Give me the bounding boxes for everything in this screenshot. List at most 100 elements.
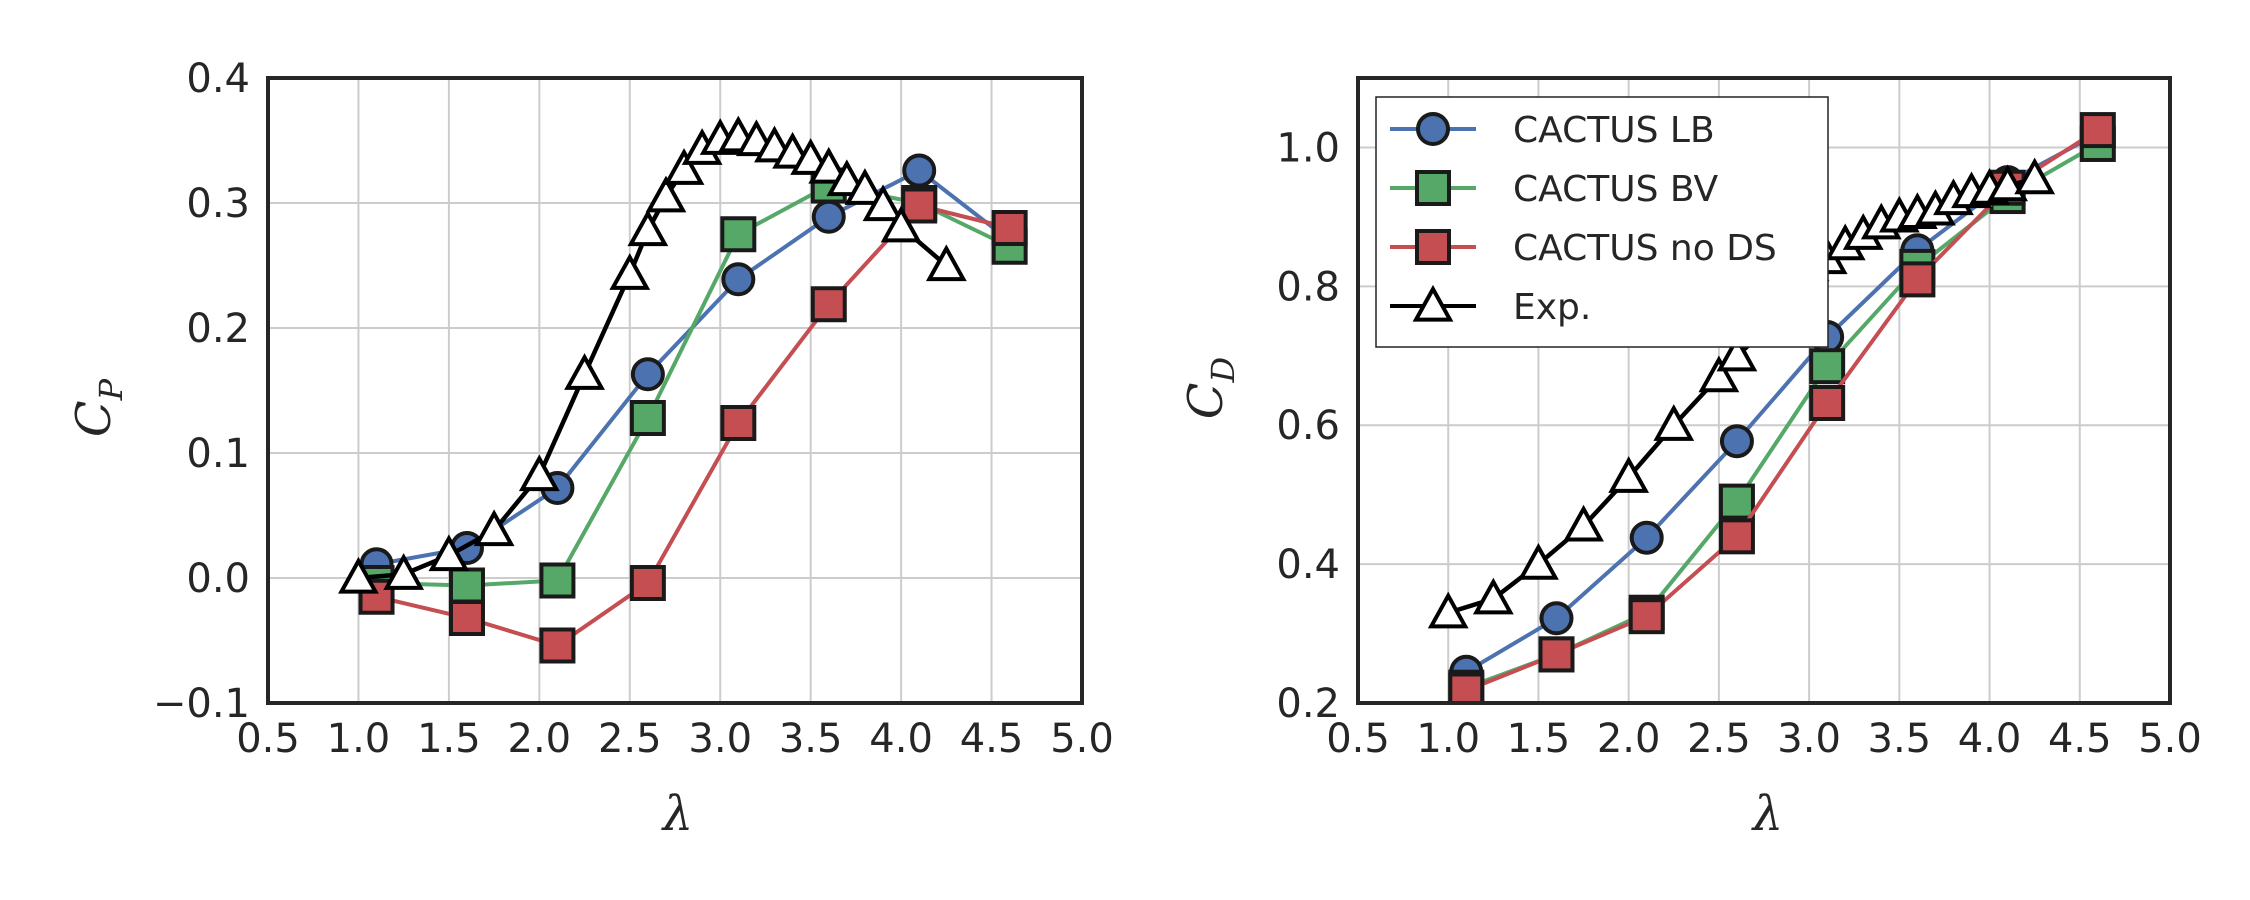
cd-x-tick-label: 1.5 [1507, 716, 1571, 762]
cd-data-point [1518, 542, 1559, 580]
cp-y-tick-label: 0.0 [186, 556, 250, 602]
cd-x-axis-title: λ [1751, 786, 1783, 842]
cd-data-point [1809, 385, 1846, 421]
cp-data-point [338, 556, 379, 594]
cp-data-point [901, 187, 938, 224]
cp-x-tick-label: 0.5 [236, 716, 300, 762]
cd-x-tick-label: 0.5 [1326, 716, 1390, 762]
cp-y-tick-label: 0.3 [186, 181, 250, 227]
cp-x-tick-label: 1.0 [327, 716, 391, 762]
cd-legend-label: CACTUS BV [1513, 169, 1718, 210]
cd-x-tick-label: 4.5 [2048, 716, 2112, 762]
cd-data-point [1716, 334, 1758, 372]
cp-data-point [663, 148, 705, 185]
cp-y-tick-label: 0.1 [186, 431, 250, 477]
cp-data-point [721, 262, 756, 297]
cp-data-point [473, 509, 515, 547]
cd-data-point [1719, 424, 1754, 459]
cd-x-tick-label: 3.0 [1777, 716, 1841, 762]
cp-data-point [627, 209, 669, 247]
cp-data-point [880, 205, 922, 243]
cd-legend-label: CACTUS no DS [1513, 228, 1777, 269]
cp-data-point [629, 565, 666, 601]
cp-x-tick-label: 2.5 [598, 716, 662, 762]
cp-x-tick-label: 3.0 [688, 716, 752, 762]
cp-x-axis-title: λ [661, 786, 693, 842]
cd-plot-frame [1356, 76, 2172, 705]
cp-y-tick-label: −0.1 [153, 681, 250, 727]
cp-y-axis-title: CP [66, 378, 130, 437]
cd-y-tick-label: 0.2 [1276, 681, 1340, 727]
cd-data-point [1563, 504, 1604, 542]
cd-legend-marker [1415, 229, 1451, 265]
cp-y-tick-label: 0.4 [186, 56, 250, 102]
cd-legend-item: CACTUS LB [1390, 110, 1715, 151]
cd-data-point [1809, 348, 1846, 385]
cp-x-tick-label: 2.0 [508, 716, 572, 762]
cp-data-point [844, 168, 886, 205]
cp-data-point [862, 184, 904, 222]
cd-legend-item: CACTUS BV [1390, 169, 1718, 210]
cp-data-point [428, 534, 470, 572]
cd-data-point [1539, 601, 1574, 636]
cd-data-point [1629, 520, 1664, 555]
cp-data-point [645, 175, 687, 213]
cp-data-point [630, 357, 665, 392]
cp-data-point [383, 553, 425, 590]
cd-data-point [1698, 355, 1740, 393]
cd-x-tick-label: 5.0 [2138, 716, 2202, 762]
cd-data-point [1472, 577, 1514, 615]
cd-legend-item: Exp. [1390, 284, 1591, 328]
cp-data-point [448, 567, 485, 604]
cp-data-point [810, 286, 847, 323]
cp-x-tick-label: 3.5 [779, 716, 843, 762]
cd-legend-marker [1416, 112, 1450, 146]
cp-data-point [629, 400, 666, 436]
cp-data-point [720, 405, 757, 441]
cd-x-tick-label: 2.0 [1597, 716, 1661, 762]
cd-x-tick-label: 3.5 [1868, 716, 1932, 762]
cd-legend-label: CACTUS LB [1513, 110, 1715, 151]
cd-legend-marker [1415, 170, 1451, 206]
cp-data-point [539, 562, 576, 599]
cp-data-point [902, 153, 937, 188]
cd-y-tick-label: 0.4 [1276, 542, 1340, 588]
cp-chart-panel: CP λ 0.5 1.0 1.5 2.0 2.5 3.0 3.5 4.0 4.5 5.0 −0.1 0… [66, 56, 1114, 842]
cp-data-point [991, 210, 1028, 246]
cd-data-point [2014, 157, 2056, 195]
cd-data-point [1538, 636, 1575, 673]
cd-x-tick-label: 4.0 [1958, 716, 2022, 762]
cd-plot-area [1427, 112, 2116, 703]
cp-y-tick-label: 0.2 [186, 306, 250, 352]
cp-series-3 [338, 115, 967, 594]
cp-data-point [564, 353, 605, 390]
cp-x-tick-label: 4.5 [960, 716, 1024, 762]
cp-plot-frame [266, 76, 1084, 705]
cd-data-point [1448, 672, 1485, 703]
cd-y-tick-label: 0.8 [1276, 264, 1340, 310]
cp-data-point [925, 244, 967, 282]
cp-data-point [448, 600, 485, 636]
cp-x-tick-label: 1.5 [417, 716, 481, 762]
cd-series-2 [1448, 112, 2116, 703]
cd-data-point [1608, 456, 1650, 493]
cd-y-axis-title: CD [1178, 357, 1242, 419]
cp-x-tick-label: 5.0 [1050, 716, 1114, 762]
cp-data-point [609, 253, 651, 290]
cd-data-point [1899, 261, 1936, 298]
cd-data-point [2079, 112, 2116, 149]
cd-data-point [1718, 483, 1755, 520]
cp-x-tick-label: 4.0 [869, 716, 933, 762]
cd-data-point [1628, 598, 1665, 635]
cp-data-point [808, 146, 850, 184]
cd-y-tick-label: 0.6 [1276, 403, 1340, 449]
cd-data-point [1427, 591, 1469, 629]
cd-y-tick-label: 1.0 [1276, 125, 1340, 171]
cp-data-point [720, 216, 757, 253]
cd-chart-panel: CD λ 0.5 1.0 1.5 2.0 2.5 3.0 3.5 4.0 4.5 5.0 0.2 0.… [1178, 76, 2202, 842]
cd-x-tick-label: 2.5 [1687, 716, 1751, 762]
cd-data-point [1718, 518, 1755, 555]
cp-series-line [376, 183, 1011, 588]
cp-data-point [518, 454, 560, 492]
